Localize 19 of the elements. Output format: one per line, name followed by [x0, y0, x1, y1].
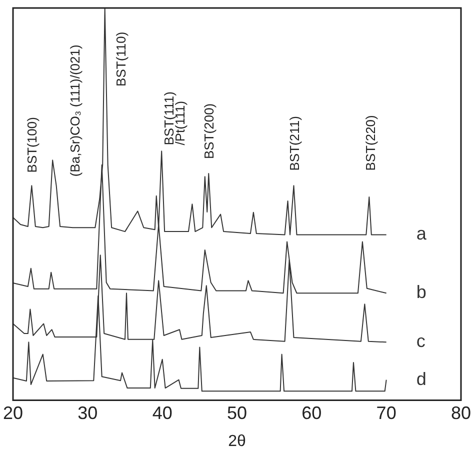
x-tick-label: 40 — [152, 402, 172, 423]
annotation: (Ba,Sr)CO₃ (111)/(021) — [67, 44, 82, 177]
annotation: BST(111) — [161, 92, 176, 146]
x-tick-label: 30 — [78, 402, 98, 423]
x-tick-label: 20 — [2, 402, 24, 423]
series-label: b — [416, 282, 426, 302]
annotation: BST(220) — [362, 115, 378, 171]
annotation: BST(100) — [24, 117, 40, 173]
x-axis-title: 2θ — [228, 432, 246, 450]
x-tick-label: 60 — [302, 402, 322, 423]
annotation: BST(211) — [286, 116, 302, 171]
x-tick-label: 70 — [376, 402, 396, 423]
x-tick-label: 80 — [450, 402, 472, 423]
annotation: BST(110) — [113, 32, 128, 86]
series-label: d — [416, 368, 426, 389]
annotation: BST(200) — [202, 103, 217, 159]
series-label: c — [416, 331, 426, 352]
series-label: a — [416, 224, 428, 244]
x-tick-label: 50 — [226, 402, 248, 423]
